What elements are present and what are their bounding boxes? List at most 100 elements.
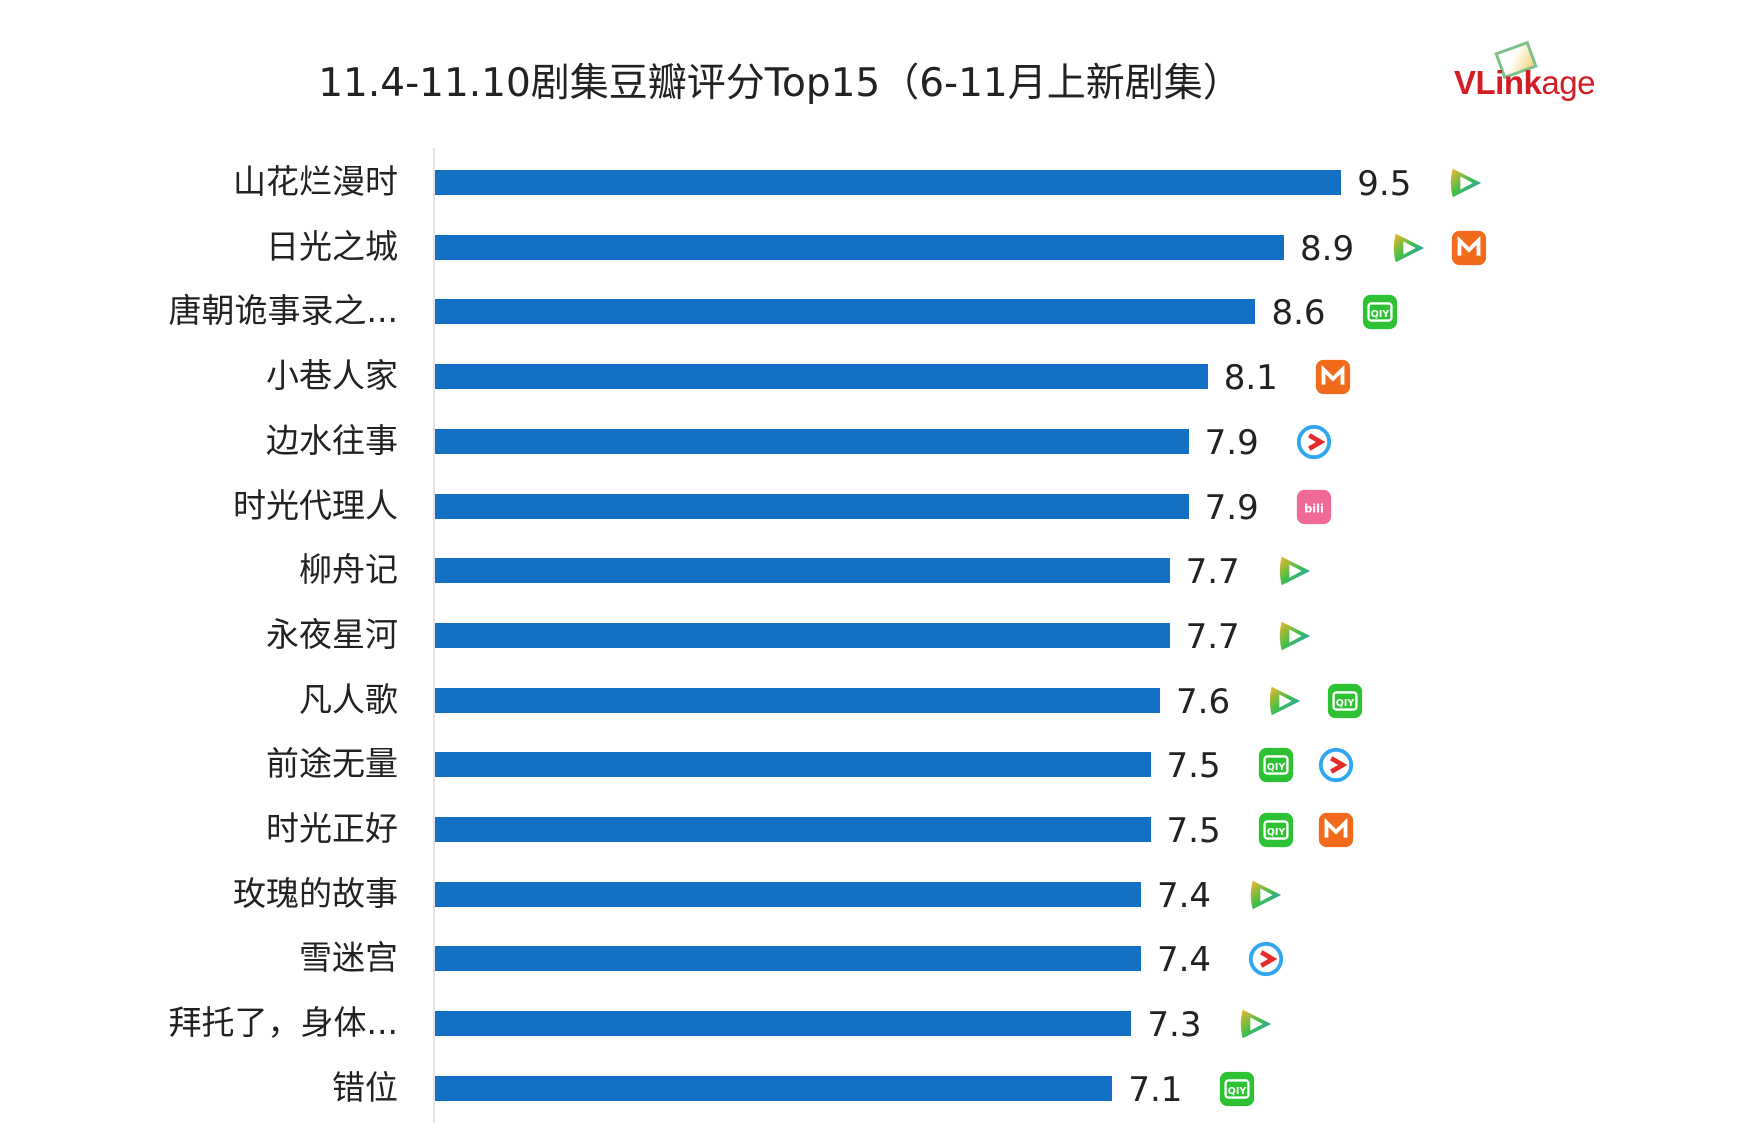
bar-row: 唐朝诡事录之... 8.6 QIY [0,291,1737,333]
category-label: 玫瑰的故事 [233,873,398,913]
tencent-video-icon [1247,876,1285,914]
category-label: 错位 [332,1067,398,1107]
bar-row: 前途无量 7.5 QIY [0,744,1737,786]
iqiyi-icon: QIY [1257,746,1295,784]
youku-icon [1247,940,1285,978]
bar [435,752,1151,778]
platform-icons: QIY [1218,1070,1256,1108]
bar [435,1075,1113,1101]
svg-text:QIY: QIY [1266,827,1285,838]
iqiyi-icon: QIY [1218,1070,1256,1108]
svg-text:QIY: QIY [1266,762,1285,773]
svg-text:QIY: QIY [1336,697,1355,708]
value-label: 9.5 [1357,164,1412,204]
category-label: 前途无量 [266,744,398,784]
bar-row: 玫瑰的故事 7.4 [0,873,1737,916]
value-label: 7.9 [1204,487,1259,528]
bar [435,558,1170,584]
tencent-video-icon [1276,552,1314,590]
platform-icons: QIY [1361,293,1399,331]
platform-icons [1314,358,1352,396]
bar-row: 时光代理人 7.9 bili [0,485,1737,528]
platform-icons [1247,876,1285,914]
chart-title: 11.4-11.10剧集豆瓣评分Top15（6-11月上新剧集） [318,61,1242,106]
platform-icons: QIY [1266,682,1364,720]
tencent-video-icon [1276,617,1314,655]
bar-row: 错位 7.1 QIY [0,1067,1737,1110]
mango-tv-icon [1317,811,1355,849]
bar-row: 小巷人家 8.1 [0,356,1737,398]
bar-row: 时光正好 7.5 QIY [0,809,1737,851]
category-label: 边水往事 [266,420,398,460]
category-label: 小巷人家 [266,356,398,396]
category-label: 时光代理人 [233,485,398,525]
y-axis-line [433,148,435,1123]
mango-tv-icon [1314,358,1352,396]
category-label: 雪迷宫 [299,938,398,978]
value-label: 7.5 [1166,811,1221,851]
bar-row: 边水往事 7.9 [0,420,1737,463]
value-label: 7.1 [1128,1069,1183,1110]
value-label: 8.1 [1223,358,1278,399]
tencent-video-icon [1390,229,1428,267]
platform-icons [1447,164,1485,202]
value-label: 7.4 [1156,940,1212,981]
iqiyi-icon: QIY [1257,811,1295,849]
platform-icons [1247,940,1285,978]
bar [435,299,1256,325]
tencent-video-icon [1447,164,1485,202]
value-label: 7.3 [1147,1005,1202,1046]
iqiyi-icon: QIY [1361,293,1399,331]
bar-row: 永夜星河 7.7 [0,614,1737,657]
platform-icons [1237,1005,1275,1043]
svg-text:bili: bili [1304,501,1324,515]
platform-icons [1390,229,1488,267]
iqiyi-icon: QIY [1326,682,1364,720]
category-label: 时光正好 [266,809,398,848]
bar [435,1011,1132,1037]
platform-icons: bili [1295,488,1333,526]
platform-icons: QIY [1257,746,1355,784]
svg-text:QIY: QIY [1371,309,1390,320]
bar [435,364,1208,390]
bilibili-icon: bili [1295,488,1333,526]
value-label: 8.6 [1271,293,1326,334]
category-label: 凡人歌 [299,679,398,719]
mango-tv-icon [1450,229,1488,267]
category-label: 柳舟记 [299,550,398,590]
tencent-video-icon [1266,682,1304,720]
bar-row: 山花烂漫时 9.5 [0,162,1737,204]
bar-row: 凡人歌 7.6 QIY [0,679,1737,722]
category-label: 拜托了，身体... [168,1003,398,1043]
youku-icon [1317,746,1355,784]
vlinkage-logo: VLinkage [1450,40,1630,110]
value-label: 7.4 [1156,875,1212,916]
category-label: 唐朝诡事录之... [168,291,398,331]
value-label: 8.9 [1300,228,1355,269]
bar [435,170,1342,195]
youku-icon [1295,423,1333,461]
bar-row: 拜托了，身体... 7.3 [0,1003,1737,1045]
platform-icons [1295,423,1333,461]
value-label: 7.9 [1204,422,1259,463]
bar [435,428,1189,454]
value-label: 7.7 [1185,552,1240,593]
bar-row: 日光之城 8.9 [0,226,1737,269]
bar [435,622,1170,648]
bar [435,881,1141,907]
platform-icons [1276,617,1314,655]
value-label: 7.7 [1185,616,1240,657]
bar-row: 雪迷宫 7.4 [0,938,1737,980]
tencent-video-icon [1237,1005,1275,1043]
platform-icons [1276,552,1314,590]
category-label: 山花烂漫时 [233,162,398,201]
bar [435,234,1285,260]
logo-text: VLinkage [1454,64,1595,101]
category-label: 永夜星河 [266,614,398,654]
category-label: 日光之城 [266,226,398,266]
bar [435,687,1161,713]
bar-row: 柳舟记 7.7 [0,550,1737,592]
value-label: 7.5 [1166,746,1221,787]
platform-icons: QIY [1257,811,1355,849]
bar [435,946,1141,972]
